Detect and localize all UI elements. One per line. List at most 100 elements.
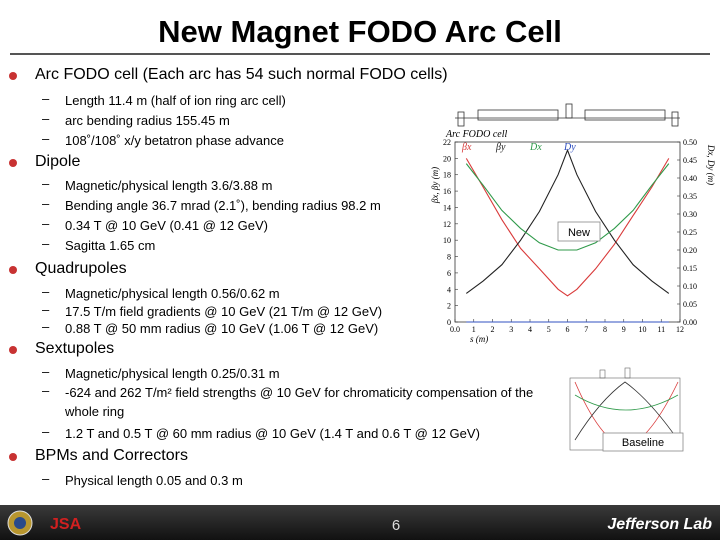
x-axis-label: s (m) <box>470 334 488 344</box>
y-tick-label: 12 <box>443 220 451 229</box>
footer: JSA 6 Jefferson Lab <box>7 510 712 536</box>
legend-entry: Dy <box>563 142 576 153</box>
legend-entry: Dx <box>529 142 542 153</box>
sub-bullet-text: 1.2 T and 0.5 T @ 60 mm radius @ 10 GeV … <box>65 426 480 441</box>
y2-tick-label: 0.10 <box>683 282 697 291</box>
dash: – <box>42 216 50 231</box>
x-tick-label: 0.0 <box>450 325 460 334</box>
badge-new: New <box>568 227 590 239</box>
sub-bullet-text: 108˚/108˚ x/y betatron phase advance <box>65 133 284 148</box>
footer-bar <box>0 505 720 540</box>
dash: – <box>42 91 50 106</box>
plot-title: Arc FODO cell <box>445 129 507 140</box>
x-tick-label: 5 <box>547 325 551 334</box>
bullet-text: Sextupoles <box>35 340 115 357</box>
y2-tick-label: 0.00 <box>683 318 697 327</box>
y2-tick-label: 0.20 <box>683 246 697 255</box>
y-tick-label: 8 <box>447 253 451 262</box>
y2-tick-label: 0.35 <box>683 192 697 201</box>
legend-entry: βx <box>461 142 472 153</box>
dash: – <box>42 424 50 439</box>
slide-title: New Magnet FODO Arc Cell <box>158 14 562 49</box>
dash: – <box>42 196 50 211</box>
title-rule <box>10 53 710 55</box>
dash: – <box>42 111 50 126</box>
sub-bullet-text: Magnetic/physical length 3.6/3.88 m <box>65 178 273 193</box>
sub-bullet-text: 17.5 T/m field gradients @ 10 GeV (21 T/… <box>65 304 383 319</box>
y2-tick-label: 0.05 <box>683 300 697 309</box>
y-tick-label: 18 <box>443 171 451 180</box>
sub-bullet-text: Physical length 0.05 and 0.3 m <box>65 473 243 488</box>
x-tick-label: 8 <box>603 325 607 334</box>
y2-tick-label: 0.45 <box>683 156 697 165</box>
y-tick-label: 6 <box>447 269 451 278</box>
dash: – <box>42 284 50 299</box>
bullet-text: Quadrupoles <box>35 260 127 277</box>
dash: – <box>42 383 50 398</box>
sub-bullet-text: 0.34 T @ 10 GeV (0.41 @ 12 GeV) <box>65 218 268 233</box>
bullet-dot <box>9 72 17 80</box>
dash: – <box>42 364 50 379</box>
footer-logo-left: JSA <box>50 516 82 533</box>
x-tick-label: 4 <box>528 325 532 334</box>
footer-logo-right: Jefferson Lab <box>607 516 712 533</box>
bullet-text: BPMs and Correctors <box>35 447 188 464</box>
y-tick-label: 20 <box>443 154 451 163</box>
y2-tick-label: 0.25 <box>683 228 697 237</box>
x-tick-label: 1 <box>472 325 476 334</box>
y2-tick-label: 0.30 <box>683 210 697 219</box>
y-axis-label: βx, βy (m) <box>430 167 440 204</box>
series-line <box>465 163 670 251</box>
y-tick-label: 2 <box>447 302 451 311</box>
y2-tick-label: 0.40 <box>683 174 697 183</box>
badge-box <box>557 221 601 242</box>
sub-bullet-text: Length 11.4 m (half of ion ring arc cell… <box>65 93 286 108</box>
bullet-text: Arc FODO cell (Each arc has 54 such norm… <box>35 66 448 83</box>
dash: – <box>42 236 50 251</box>
badge-box <box>602 432 684 452</box>
seal-logo-center <box>14 517 26 529</box>
sub-bullet-text: arc bending radius 155.45 m <box>65 113 230 128</box>
x-tick-label: 9 <box>622 325 626 334</box>
dash: – <box>42 131 50 146</box>
bullet-dot <box>9 453 17 461</box>
x-tick-label: 6 <box>566 325 570 334</box>
x-tick-label: 2 <box>491 325 495 334</box>
lattice <box>455 103 680 127</box>
sub-bullet-text: -624 and 262 T/m² field strengths @ 10 G… <box>65 385 534 419</box>
sub-bullet-text: Bending angle 36.7 mrad (2.1˚), bending … <box>65 198 381 213</box>
sub-bullet-text: Magnetic/physical length 0.56/0.62 m <box>65 286 280 301</box>
dash: – <box>42 319 50 334</box>
badge-baseline: Baseline <box>622 437 664 449</box>
bullet-dot <box>9 266 17 274</box>
legend-entry: βy <box>495 142 506 153</box>
x-tick-label: 10 <box>639 325 647 334</box>
bullet-text: Dipole <box>35 153 81 170</box>
sub-bullet-text: Sagitta 1.65 cm <box>65 238 156 253</box>
y-tick-label: 4 <box>447 285 451 294</box>
y2-axis-label: Dx, Dy (m) <box>706 144 716 185</box>
y-tick-label: 22 <box>443 138 451 147</box>
sub-bullet-text: Magnetic/physical length 0.25/0.31 m <box>65 366 280 381</box>
series-line <box>465 158 670 297</box>
dash: – <box>42 471 50 486</box>
x-tick-label: 11 <box>657 325 665 334</box>
y-tick-label: 0 <box>447 318 451 327</box>
y-tick-label: 14 <box>443 203 451 212</box>
y2-tick-label: 0.15 <box>683 264 697 273</box>
sub-bullet-text: 0.88 T @ 50 mm radius @ 10 GeV (1.06 T @… <box>65 321 379 336</box>
y2-tick-label: 0.50 <box>683 138 697 147</box>
x-tick-label: 3 <box>509 325 513 334</box>
dash: – <box>42 176 50 191</box>
dash: – <box>42 302 50 317</box>
x-tick-label: 12 <box>676 325 684 334</box>
bullet-dot <box>9 159 17 167</box>
page-number: 6 <box>392 517 400 534</box>
x-tick-label: 7 <box>584 325 588 334</box>
bullet-dot <box>9 346 17 354</box>
series-line <box>465 148 670 294</box>
y-tick-label: 10 <box>443 236 451 245</box>
y-tick-label: 16 <box>443 187 451 196</box>
